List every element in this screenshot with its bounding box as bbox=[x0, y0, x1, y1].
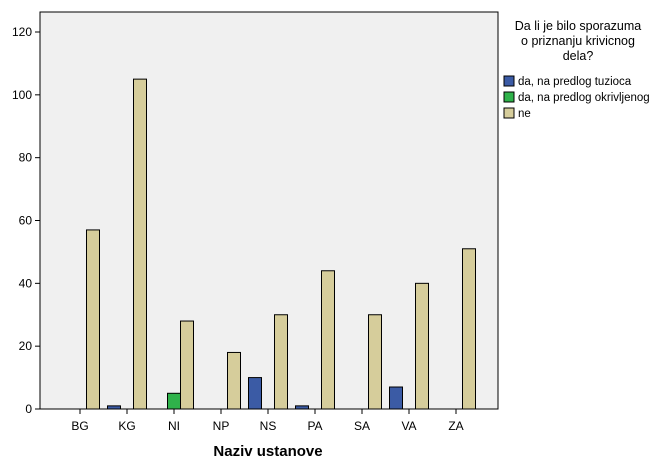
bar-NS-series-0 bbox=[248, 377, 262, 410]
y-tick-label-0: 0 bbox=[25, 402, 32, 416]
bar-ZA-series-2 bbox=[462, 248, 476, 410]
x-tick-label-SA: SA bbox=[354, 419, 370, 433]
legend-swatch-1 bbox=[503, 91, 515, 103]
y-tick-label-120: 120 bbox=[12, 25, 32, 39]
legend-label-2: ne bbox=[518, 108, 531, 120]
bar-NP-series-2 bbox=[227, 351, 241, 410]
x-axis: BG KG NI NP NS PA SA VA ZA bbox=[71, 409, 464, 433]
x-tick-label-VA: VA bbox=[401, 419, 416, 433]
x-tick-label-NP: NP bbox=[213, 419, 230, 433]
legend-swatch-2 bbox=[503, 107, 515, 119]
legend-label-1: da, na predlog okrivljenog bbox=[518, 92, 650, 104]
legend-swatch-0 bbox=[503, 75, 515, 87]
bar-BG-series-2 bbox=[86, 229, 100, 410]
legend-label-0: da, na predlog tuzioca bbox=[518, 76, 632, 88]
bars bbox=[86, 78, 476, 410]
y-tick-label-40: 40 bbox=[19, 276, 33, 290]
legend-title-line-1: Da li je bilo sporazuma bbox=[515, 19, 641, 33]
y-axis: 0 20 40 60 80 100 120 bbox=[12, 25, 40, 416]
bar-NI-series-1 bbox=[167, 392, 181, 410]
x-tick-label-ZA: ZA bbox=[448, 419, 463, 433]
bar-NS-series-2 bbox=[274, 314, 288, 410]
bar-VA-series-2 bbox=[415, 282, 429, 410]
x-tick-label-NI: NI bbox=[168, 419, 180, 433]
plot-area bbox=[39, 11, 499, 410]
x-tick-label-PA: PA bbox=[307, 419, 322, 433]
y-tick-label-80: 80 bbox=[19, 151, 33, 165]
x-tick-label-KG: KG bbox=[118, 419, 135, 433]
y-tick-label-60: 60 bbox=[19, 214, 33, 228]
bar-KG-series-0 bbox=[107, 405, 121, 410]
x-tick-label-BG: BG bbox=[71, 419, 88, 433]
y-tick-label-20: 20 bbox=[19, 339, 33, 353]
x-axis-title: Naziv ustanove bbox=[213, 443, 322, 458]
bar-PA-series-0 bbox=[295, 405, 309, 410]
y-tick-label-100: 100 bbox=[12, 88, 32, 102]
legend-title-line-2: o priznanju krivicnog bbox=[521, 34, 635, 48]
bar-VA-series-0 bbox=[389, 386, 403, 410]
x-tick-label-NS: NS bbox=[260, 419, 277, 433]
legend-title-line-3: dela? bbox=[563, 49, 594, 63]
bar-SA-series-2 bbox=[368, 314, 382, 410]
bar-PA-series-2 bbox=[321, 270, 335, 410]
bar-KG-series-2 bbox=[133, 78, 147, 410]
legend: Da li je bilo sporazuma o priznanju kriv… bbox=[503, 19, 650, 120]
bar-NI-series-2 bbox=[180, 320, 194, 410]
